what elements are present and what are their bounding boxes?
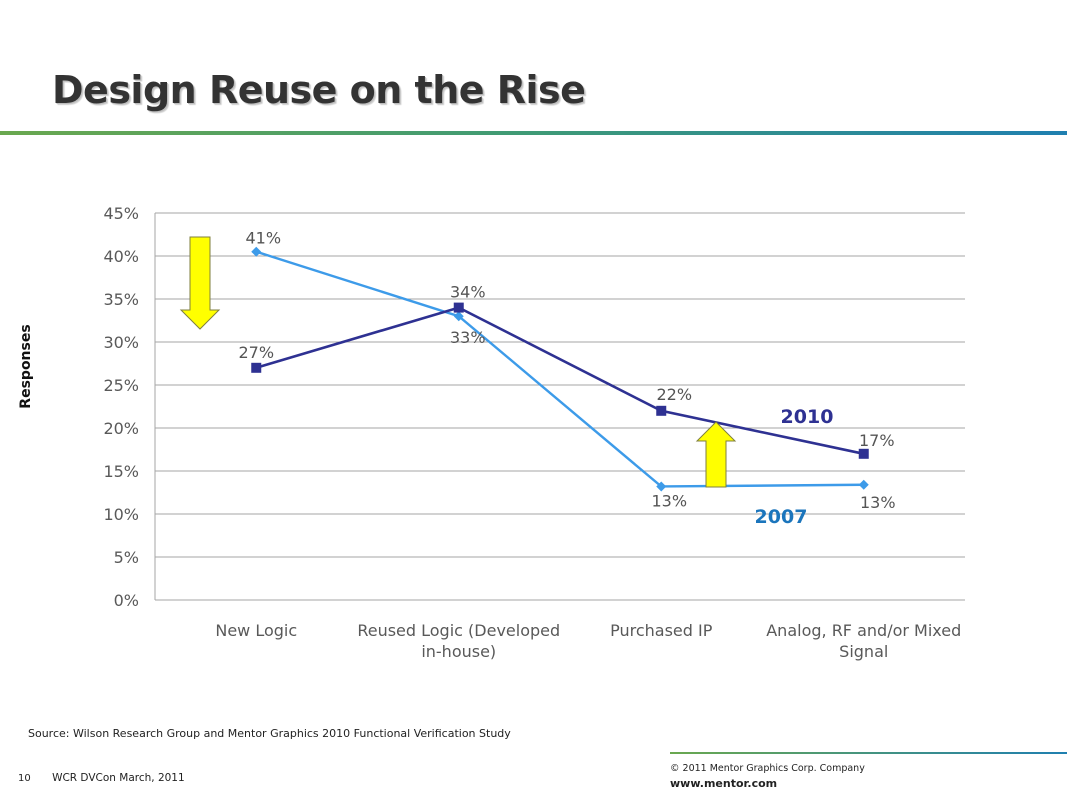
copyright-text: © 2011 Mentor Graphics Corp. Company <box>670 763 865 774</box>
line-chart: 0% 5% 10% 15% 20% 25% 30% 35% 40% 45% Responses New… <box>18 204 965 661</box>
up-arrow-icon <box>695 421 737 488</box>
data-label-2010: 22% <box>656 385 692 404</box>
data-label-2010: 17% <box>859 431 895 450</box>
data-point-2007 <box>453 311 464 322</box>
y-tick-label: 15% <box>103 462 139 481</box>
y-tick-label: 30% <box>103 333 139 352</box>
y-tick-label: 45% <box>103 204 139 223</box>
website-text: www.mentor.com <box>670 777 778 790</box>
data-label-2007: 13% <box>651 491 687 510</box>
data-point-2007 <box>858 479 869 490</box>
y-tick-label: 0% <box>114 591 139 610</box>
data-point-2007 <box>656 481 667 492</box>
series-line-2010 <box>255 306 865 456</box>
footer-left: 10 WCR DVCon March, 2011 <box>18 772 185 784</box>
data-point-2010 <box>453 302 464 313</box>
y-tick-label: 20% <box>103 419 139 438</box>
data-point-2007 <box>251 246 262 257</box>
data-point-2010 <box>858 448 869 459</box>
footer-divider <box>670 752 1067 754</box>
series-name-2007: 2007 <box>755 506 808 528</box>
x-category-label: New Logic <box>215 621 297 640</box>
y-tick-label: 5% <box>114 548 139 567</box>
x-category-label: in-house) <box>421 642 496 661</box>
series-name-2010: 2010 <box>781 406 834 428</box>
y-tick-label: 35% <box>103 290 139 309</box>
data-point-2010 <box>251 362 262 373</box>
data-label-2007: 41% <box>245 229 281 248</box>
x-category-label: Purchased IP <box>610 621 713 640</box>
down-arrow-icon <box>179 236 221 330</box>
x-category-label: Reused Logic (Developed <box>357 621 560 640</box>
x-category-label: Signal <box>839 642 888 661</box>
y-tick-label: 40% <box>103 247 139 266</box>
data-point-2010 <box>656 405 667 416</box>
y-tick-label: 25% <box>103 376 139 395</box>
data-label-2010: 27% <box>238 343 274 362</box>
data-label-2007: 13% <box>860 493 896 512</box>
page-number: 10 <box>18 773 31 784</box>
y-axis-label: Responses <box>18 324 34 408</box>
footer-event: WCR DVCon March, 2011 <box>52 772 185 784</box>
data-label-2010: 34% <box>450 283 486 302</box>
x-category-label: Analog, RF and/or Mixed <box>766 621 961 640</box>
slide-title: Design Reuse on the Rise <box>52 68 586 112</box>
series-line-2007 <box>255 250 864 488</box>
title-divider <box>0 131 1067 135</box>
source-note: Source: Wilson Research Group and Mentor… <box>28 727 511 740</box>
y-tick-label: 10% <box>103 505 139 524</box>
data-label-2007: 33% <box>450 328 486 347</box>
